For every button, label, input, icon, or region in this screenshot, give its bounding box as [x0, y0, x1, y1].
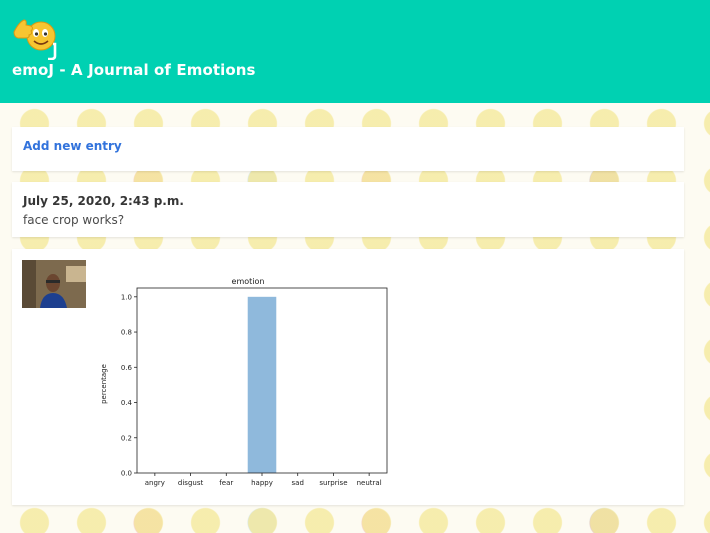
chart-title: emotion — [232, 277, 265, 286]
y-tick-label: 1.0 — [121, 293, 132, 301]
y-tick-label: 0.6 — [121, 364, 133, 372]
site-title: emoJ - A Journal of Emotions — [12, 61, 256, 79]
y-tick-label: 0.8 — [121, 329, 132, 337]
entry-date: July 25, 2020, 2:43 p.m. — [23, 194, 184, 208]
site-header: emoJ - A Journal of Emotions — [0, 0, 710, 103]
face-photo-image — [22, 260, 86, 308]
x-tick-label-surprise: surprise — [319, 479, 347, 487]
chart-ylabel: percentage — [100, 364, 108, 404]
x-tick-label-happy: happy — [251, 479, 273, 487]
x-tick-label-neutral: neutral — [357, 479, 382, 487]
y-tick-label: 0.0 — [121, 470, 132, 478]
emotion-bar-chart: emotion percentage 0.0 0.2 0.4 0.6 0.8 1.0 an… — [100, 277, 388, 487]
thumbs-up-emoji-icon[interactable] — [11, 12, 61, 60]
y-axis-ticks: 0.0 0.2 0.4 0.6 0.8 1.0 — [121, 293, 137, 478]
plot-area — [136, 287, 388, 474]
entry-media-card: emotion percentage 0.0 0.2 0.4 0.6 0.8 1.0 an… — [12, 249, 684, 505]
x-tick-label-sad: sad — [292, 479, 304, 487]
x-axis-ticks: angry disgust fear happy sad surprise neutral — [145, 473, 382, 487]
x-tick-label-angry: angry — [145, 479, 165, 487]
x-tick-label-disgust: disgust — [178, 479, 204, 487]
entry-text: face crop works? — [23, 213, 125, 227]
bar-happy — [247, 296, 277, 473]
bar-series — [247, 296, 277, 473]
face-photo-thumbnail — [22, 260, 86, 308]
journal-entry-card: July 25, 2020, 2:43 p.m. face crop works… — [12, 182, 684, 237]
y-tick-label: 0.2 — [121, 434, 132, 442]
add-entry-card: Add new entry — [12, 127, 684, 171]
x-tick-label-fear: fear — [219, 479, 233, 487]
add-new-entry-link[interactable]: Add new entry — [23, 139, 122, 153]
y-tick-label: 0.4 — [121, 399, 133, 407]
